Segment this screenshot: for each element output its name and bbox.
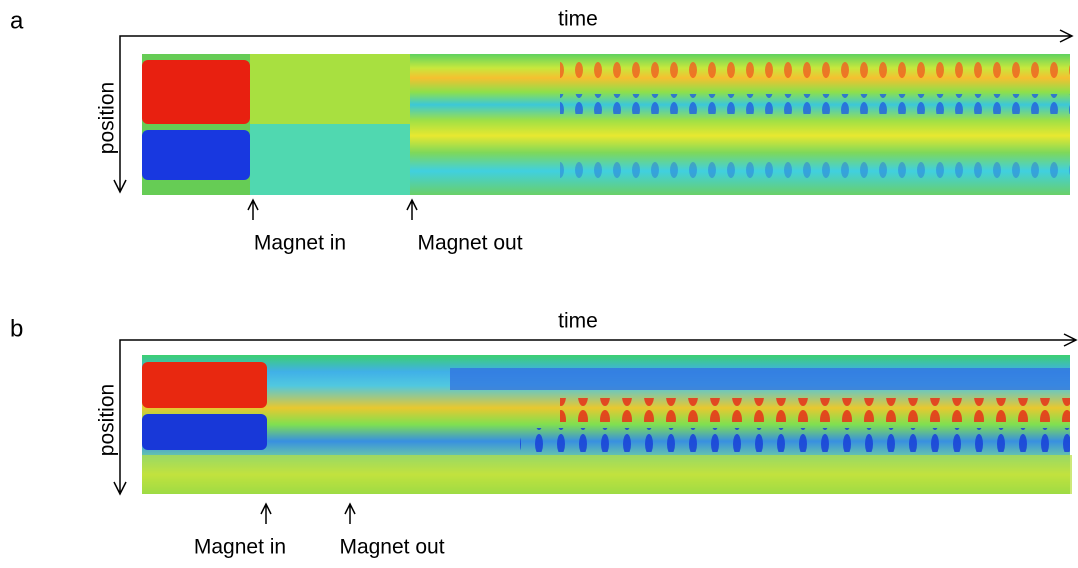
- heatmap-region: [250, 124, 410, 195]
- y-axis-label: position: [96, 384, 119, 456]
- heatmap-region: [142, 414, 267, 450]
- heatmap-oscillation: [560, 94, 1070, 114]
- panel-b: b time position Magnet in Magnet out: [10, 310, 1078, 559]
- heatmap-region: [142, 130, 250, 180]
- annotation: Magnet out: [417, 232, 522, 255]
- heatmap-region: [142, 455, 1072, 494]
- annotation-arrow: [260, 502, 272, 524]
- kymograph: [142, 355, 1072, 494]
- kymograph: [142, 54, 1070, 195]
- axis-arrows: [113, 333, 1078, 496]
- axis-arrows: [113, 29, 1074, 194]
- heatmap-region: [142, 362, 267, 408]
- annotation: Magnet out: [339, 536, 444, 559]
- annotation: Magnet in: [194, 536, 286, 559]
- heatmap-oscillation: [560, 62, 1070, 82]
- panel-label: a: [10, 7, 24, 34]
- annotation: Magnet in: [254, 232, 346, 255]
- x-axis-label: time: [558, 310, 598, 333]
- annotation-arrow: [247, 198, 259, 220]
- panel-label: b: [10, 315, 23, 342]
- heatmap-oscillation: [520, 428, 1070, 452]
- annotation-arrow: [344, 502, 356, 524]
- heatmap-oscillation: [560, 398, 1070, 422]
- heatmap-region: [450, 368, 1070, 390]
- heatmap-region: [250, 54, 410, 124]
- heatmap-oscillation: [560, 162, 1070, 182]
- panel-a: a time position Magnet in Magnet out: [10, 7, 1074, 255]
- y-axis-label: position: [96, 82, 119, 154]
- heatmap-region: [142, 60, 250, 124]
- x-axis-label: time: [558, 8, 598, 31]
- annotation-arrow: [406, 198, 418, 220]
